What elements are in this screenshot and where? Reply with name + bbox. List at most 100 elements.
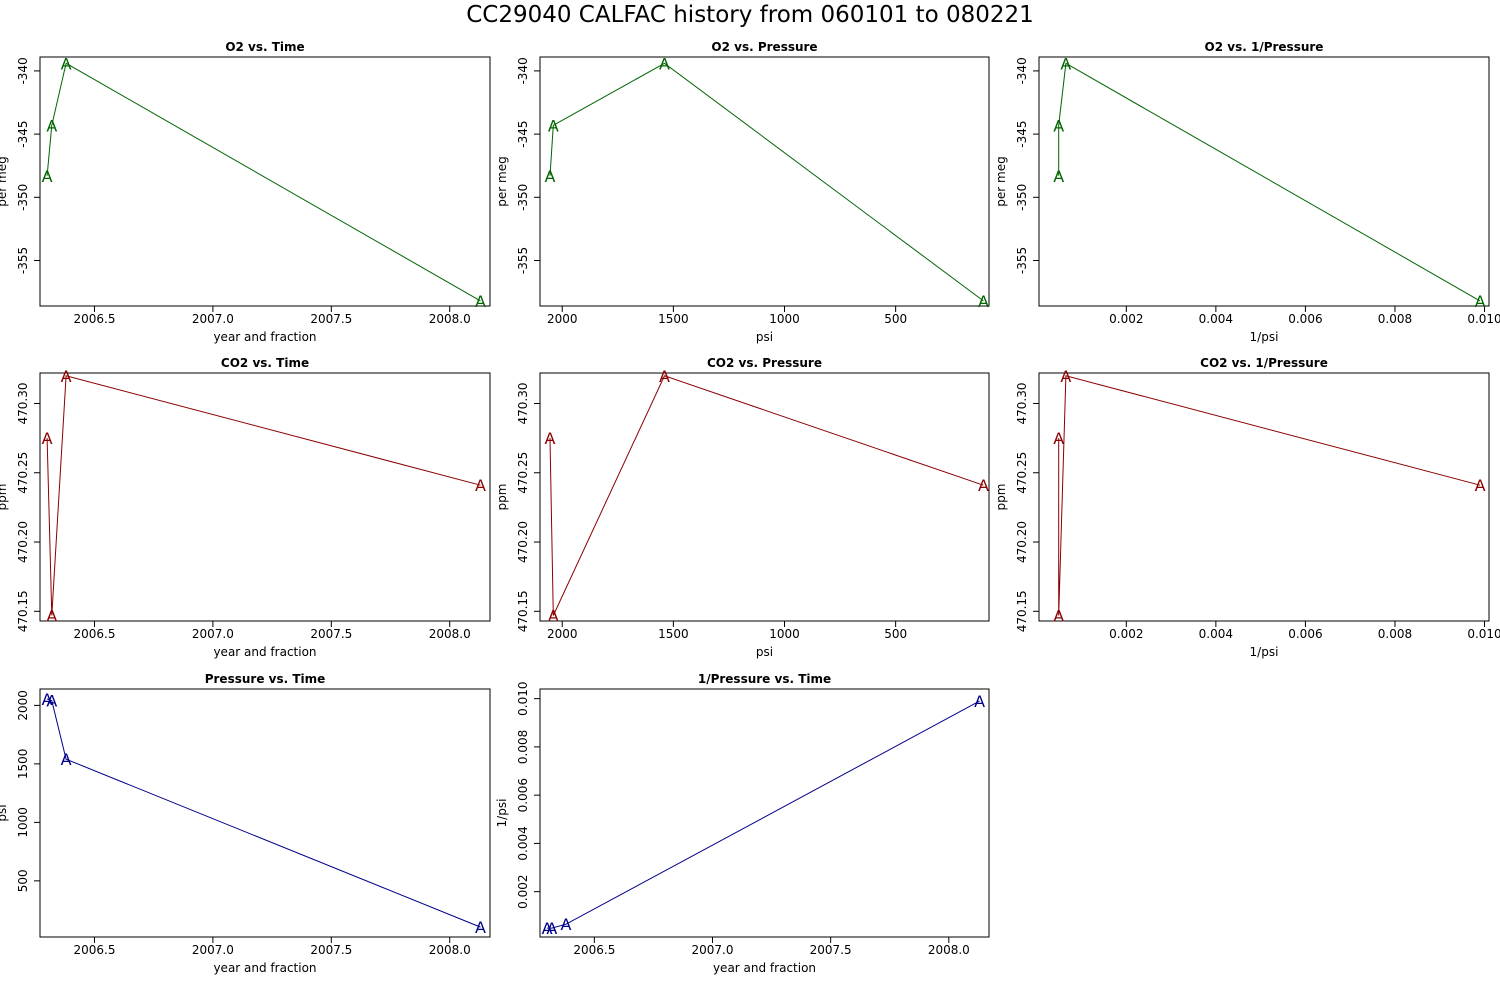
panel-title: 1/Pressure vs. Time [698, 672, 831, 686]
x-tick-label: 2006.5 [73, 312, 115, 326]
data-point-marker: A [1053, 429, 1064, 448]
data-point-marker: A [548, 606, 559, 625]
data-point-marker: A [42, 167, 53, 186]
chart-panel: CO2 vs. Time 2006.5 2007.0 2007.5 2008.0 470.… [0, 356, 491, 659]
plot-frame [539, 688, 990, 938]
data-point-marker: A [46, 692, 57, 711]
x-tick-label: 2008.0 [429, 627, 471, 641]
x-tick-label: 0.002 [1109, 312, 1143, 326]
figure-title: CC29040 CALFAC history from 060101 to 08… [466, 2, 1034, 28]
series-line [46, 698, 481, 928]
y-tick-label: 500 [16, 869, 30, 892]
panel-title: O2 vs. 1/Pressure [1205, 40, 1324, 54]
y-tick-label: 470.15 [16, 590, 30, 632]
series-line [1058, 62, 1481, 302]
x-tick-label: 2007.5 [310, 943, 352, 957]
series-line [549, 375, 984, 616]
plot-frame [39, 688, 491, 938]
data-point-marker: A [561, 915, 572, 934]
x-tick-label: 2007.0 [192, 943, 234, 957]
x-tick-label: 2006.5 [573, 943, 615, 957]
y-tick-label: -350 [16, 184, 30, 211]
y-tick-label: 0.002 [516, 874, 530, 908]
panel-title: Pressure vs. Time [205, 672, 326, 686]
x-axis-label: year and fraction [213, 330, 316, 344]
x-axis-label: 1/psi [1250, 330, 1279, 344]
x-tick-label: 2006.5 [73, 627, 115, 641]
x-axis-label: 1/psi [1250, 645, 1279, 659]
data-point-marker: A [1475, 292, 1486, 311]
data-point-marker: A [1053, 167, 1064, 186]
plot-frame [1038, 56, 1490, 307]
x-tick-label: 2000 [547, 627, 578, 641]
y-tick-label: 470.30 [16, 382, 30, 424]
x-tick-label: 2007.0 [692, 943, 734, 957]
data-point-marker: A [1060, 54, 1071, 73]
y-axis-label: 1/psi [495, 799, 509, 828]
chart-panel: Pressure vs. Time 2006.5 2007.0 2007.5 2008.… [0, 672, 491, 975]
y-tick-label: -345 [1015, 120, 1029, 147]
data-point-marker: A [545, 429, 556, 448]
data-point-marker: A [974, 692, 985, 711]
data-point-marker: A [1053, 116, 1064, 135]
data-point-marker: A [475, 292, 486, 311]
x-axis-label: year and fraction [213, 961, 316, 975]
x-tick-label: 2007.0 [192, 312, 234, 326]
data-point-marker: A [46, 116, 57, 135]
x-tick-label: 1500 [658, 312, 689, 326]
x-tick-label: 0.002 [1109, 627, 1143, 641]
y-tick-label: 470.25 [1015, 452, 1029, 494]
chart-panel: CO2 vs. Pressure 2000 1500 1000 500 470.15 470… [495, 356, 990, 659]
data-point-marker: A [542, 919, 553, 938]
x-tick-label: 2008.0 [928, 943, 970, 957]
data-point-marker: A [659, 54, 670, 73]
y-tick-label: 470.25 [16, 452, 30, 494]
plot-frame [39, 56, 491, 307]
data-point-marker: A [61, 54, 72, 73]
data-point-marker: A [475, 918, 486, 937]
x-tick-label: 1000 [769, 312, 800, 326]
x-axis-label: year and fraction [713, 961, 816, 975]
data-point-marker: A [1060, 367, 1071, 386]
series-line [549, 62, 984, 302]
plot-frame [39, 372, 491, 622]
y-tick-label: 470.20 [1015, 521, 1029, 563]
y-axis-label: ppm [0, 484, 9, 511]
y-tick-label: 0.004 [516, 826, 530, 860]
data-point-marker: A [42, 690, 53, 709]
panel-title: CO2 vs. Time [221, 356, 309, 370]
x-tick-label: 2006.5 [73, 943, 115, 957]
data-point-marker: A [475, 476, 486, 495]
x-tick-label: 0.010 [1467, 312, 1500, 326]
data-point-marker: A [659, 367, 670, 386]
y-tick-label: 0.006 [516, 778, 530, 812]
chart-panel: O2 vs. 1/Pressure 0.002 0.004 0.006 0.008 0.0… [994, 40, 1500, 344]
y-tick-label: -355 [516, 247, 530, 274]
x-axis-label: year and fraction [213, 645, 316, 659]
x-axis-label: psi [756, 330, 773, 344]
x-tick-label: 500 [884, 627, 907, 641]
y-tick-label: -345 [16, 120, 30, 147]
x-tick-label: 2007.5 [810, 943, 852, 957]
x-tick-label: 2008.0 [429, 943, 471, 957]
y-tick-label: 470.20 [16, 521, 30, 563]
series-line [547, 700, 980, 929]
x-tick-label: 1000 [769, 627, 800, 641]
data-point-marker: A [545, 167, 556, 186]
series-line [1058, 375, 1481, 616]
chart-panel: CO2 vs. 1/Pressure 0.002 0.004 0.006 0.008 0.… [994, 356, 1500, 659]
x-tick-label: 2007.5 [310, 627, 352, 641]
panel-title: CO2 vs. 1/Pressure [1200, 356, 1328, 370]
x-tick-label: 2008.0 [429, 312, 471, 326]
y-tick-label: 470.30 [1015, 382, 1029, 424]
data-point-marker: A [46, 606, 57, 625]
y-axis-label: ppm [495, 484, 509, 511]
y-tick-label: 470.20 [516, 521, 530, 563]
y-tick-label: -350 [516, 184, 530, 211]
y-tick-label: -340 [16, 57, 30, 84]
data-point-marker: A [978, 476, 989, 495]
data-point-marker: A [978, 292, 989, 311]
plot-frame [539, 372, 990, 622]
y-tick-label: 0.010 [516, 681, 530, 715]
